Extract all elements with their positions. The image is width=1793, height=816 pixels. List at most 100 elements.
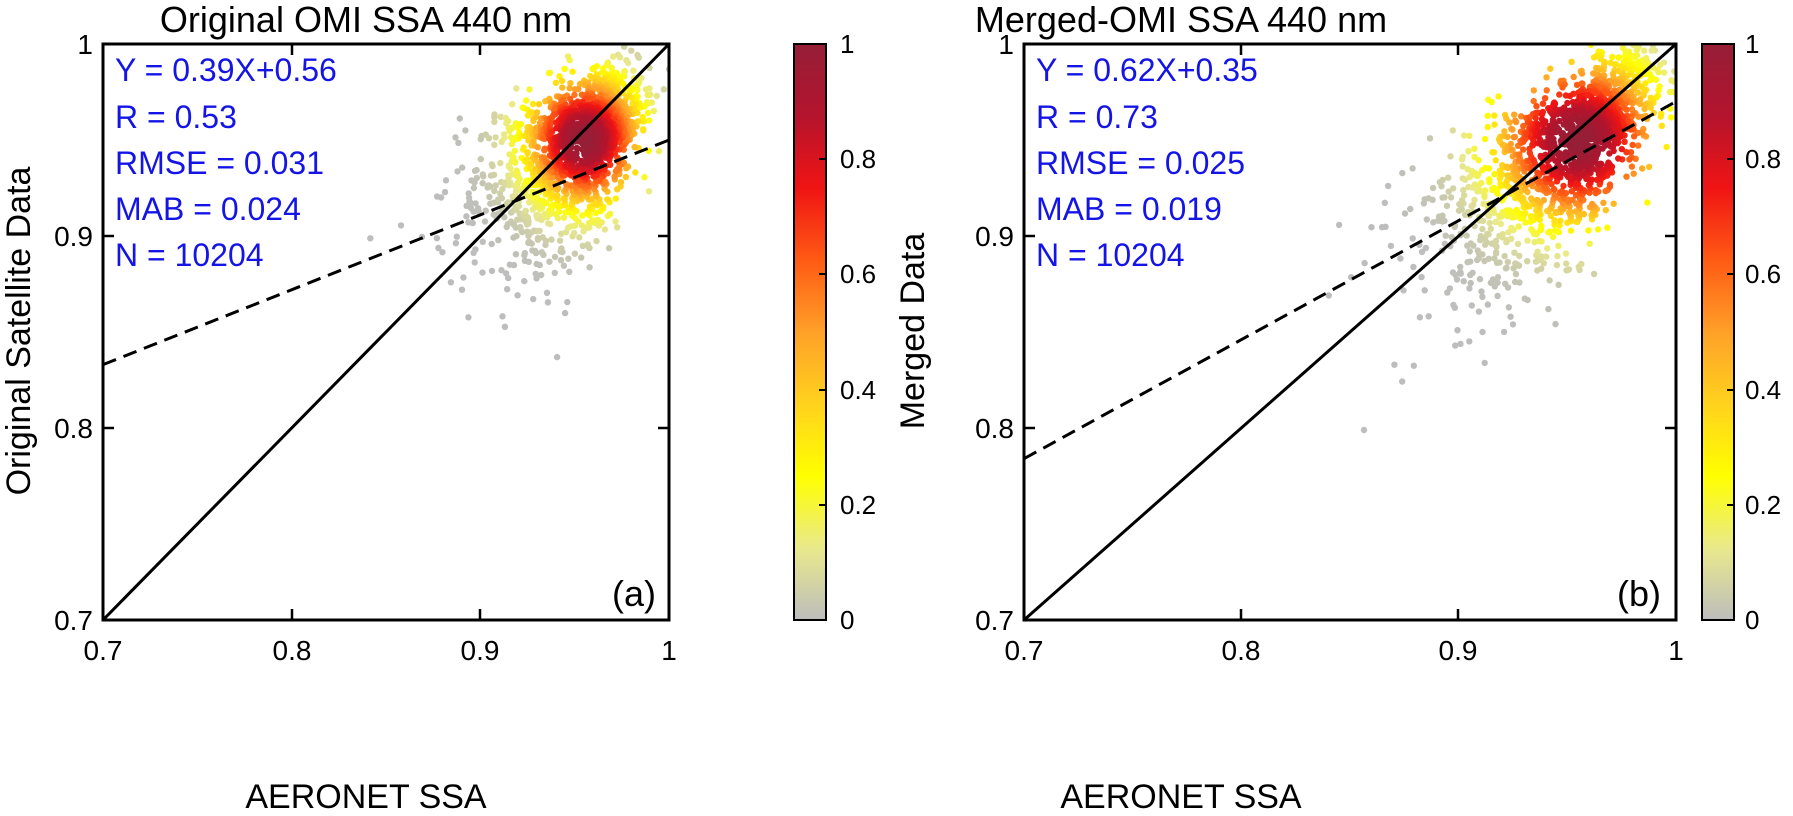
data-point xyxy=(541,145,548,152)
data-point xyxy=(1551,142,1558,150)
data-point xyxy=(551,269,558,277)
data-point xyxy=(501,134,508,142)
data-point xyxy=(1555,281,1562,288)
y-axis-label-b: Merged Data xyxy=(894,233,932,430)
data-point xyxy=(1688,40,1694,46)
stat-equation-a: Y = 0.39X+0.56 xyxy=(115,52,337,88)
data-point xyxy=(495,237,502,244)
data-point xyxy=(525,137,532,144)
stat-rmse-a: RMSE = 0.031 xyxy=(115,145,324,181)
colorbar-label-a-1: 0.2 xyxy=(840,490,876,520)
data-point xyxy=(590,66,597,73)
data-point xyxy=(560,214,568,221)
data-point xyxy=(1657,113,1664,120)
data-point xyxy=(1620,58,1628,66)
data-point xyxy=(1496,259,1503,266)
data-point xyxy=(1538,238,1545,245)
y-tick-label-b-2: 0.9 xyxy=(975,221,1014,252)
data-point xyxy=(473,166,480,174)
x-tick-label-b-1: 0.8 xyxy=(1222,635,1261,666)
data-point xyxy=(1391,361,1398,368)
data-point xyxy=(1463,232,1470,239)
data-point xyxy=(1469,269,1476,276)
data-point xyxy=(536,119,544,127)
data-point xyxy=(1553,261,1561,269)
data-point xyxy=(591,217,598,224)
data-point xyxy=(1571,158,1579,166)
data-point xyxy=(513,232,520,240)
data-point xyxy=(1687,81,1693,87)
data-point xyxy=(1492,248,1500,256)
data-point xyxy=(1514,240,1522,248)
data-point xyxy=(397,222,405,229)
data-point xyxy=(1459,153,1466,161)
data-point xyxy=(491,118,498,126)
data-point xyxy=(521,249,529,257)
points-layer-b xyxy=(1325,0,1696,434)
data-point xyxy=(1516,279,1523,286)
data-point xyxy=(614,166,621,173)
data-point xyxy=(534,195,541,202)
data-point xyxy=(1481,187,1489,194)
data-point xyxy=(1547,65,1554,72)
data-point xyxy=(570,229,578,237)
data-point xyxy=(1569,196,1576,204)
data-point xyxy=(534,235,542,242)
data-point xyxy=(525,258,532,265)
data-point xyxy=(1621,138,1628,145)
data-point xyxy=(1554,111,1561,118)
data-point xyxy=(1454,327,1461,334)
data-point xyxy=(469,219,476,227)
data-point xyxy=(1489,276,1497,283)
data-point xyxy=(1549,233,1557,240)
data-point xyxy=(1382,223,1389,230)
data-point xyxy=(1528,195,1535,202)
data-point xyxy=(1580,210,1588,218)
data-point xyxy=(433,235,441,242)
data-point xyxy=(491,141,498,148)
data-point xyxy=(1618,145,1626,153)
data-point xyxy=(506,179,514,186)
data-point xyxy=(554,192,561,199)
data-point xyxy=(1425,313,1432,320)
data-point xyxy=(617,179,625,186)
data-point xyxy=(634,118,641,125)
colorbar-label-a-4: 0.8 xyxy=(840,144,876,174)
data-point xyxy=(1556,91,1563,98)
data-point xyxy=(1487,225,1495,233)
data-point xyxy=(1512,270,1520,278)
data-point xyxy=(1527,213,1535,220)
data-point xyxy=(551,253,559,261)
colorbar-label-a-0: 0 xyxy=(840,605,854,635)
data-point xyxy=(544,299,552,306)
data-point xyxy=(614,186,621,193)
data-point xyxy=(526,199,533,206)
data-point xyxy=(1630,0,1636,2)
data-point xyxy=(1641,47,1648,54)
data-point xyxy=(1459,163,1466,170)
data-point xyxy=(473,174,481,182)
data-point xyxy=(1660,69,1668,76)
data-point xyxy=(579,212,586,219)
data-point xyxy=(539,234,546,241)
data-point xyxy=(1647,94,1654,102)
colorbar-label-b-2: 0.4 xyxy=(1745,375,1781,405)
data-point xyxy=(1593,176,1601,183)
data-point xyxy=(1538,265,1545,272)
data-point xyxy=(536,227,543,235)
data-point xyxy=(1557,217,1564,224)
data-point xyxy=(579,242,586,250)
data-point xyxy=(1361,259,1368,267)
data-point xyxy=(1533,103,1540,110)
data-point xyxy=(1501,128,1508,135)
data-point xyxy=(1445,188,1452,195)
data-point xyxy=(1647,104,1654,111)
data-point xyxy=(625,24,631,30)
data-point xyxy=(1635,142,1642,149)
data-point xyxy=(1592,186,1600,194)
data-point xyxy=(1683,60,1689,66)
data-point xyxy=(1690,88,1696,94)
data-point xyxy=(1607,59,1614,66)
data-point xyxy=(571,222,579,229)
data-point xyxy=(1566,92,1574,100)
